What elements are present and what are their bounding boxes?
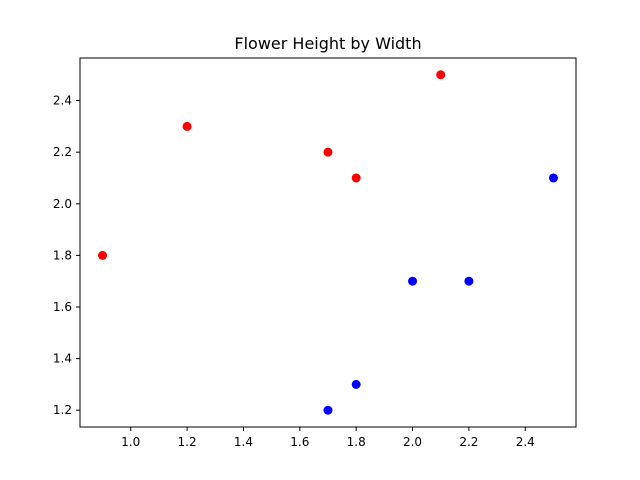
x-tick-label: 1.8 — [347, 435, 366, 449]
data-point — [464, 276, 474, 286]
y-tick-label: 1.6 — [53, 300, 72, 314]
plot-area-frame — [79, 57, 577, 428]
y-axis: 1.2 1.4 1.6 1.8 2.0 2.2 2.4 — [53, 94, 80, 417]
x-tick-label: 1.4 — [234, 435, 253, 449]
y-tick-label: 2.4 — [53, 94, 72, 108]
y-tick-label: 2.0 — [53, 197, 72, 211]
x-tick-label: 2.4 — [516, 435, 535, 449]
data-points — [98, 70, 558, 415]
y-tick-label: 1.4 — [53, 352, 72, 366]
x-tick-label: 1.6 — [290, 435, 309, 449]
data-point — [408, 276, 418, 286]
data-point — [323, 405, 333, 415]
x-tick-label: 1.0 — [121, 435, 140, 449]
data-point — [351, 173, 361, 183]
y-tick-label: 1.2 — [53, 403, 72, 417]
data-point — [548, 173, 558, 183]
y-tick-label: 1.8 — [53, 248, 72, 262]
data-point — [323, 147, 333, 157]
x-axis: 1.0 1.2 1.4 1.6 1.8 2.0 2.2 2.4 — [121, 427, 535, 449]
data-point — [182, 121, 192, 131]
x-tick-label: 2.0 — [403, 435, 422, 449]
x-tick-label: 2.2 — [459, 435, 478, 449]
y-tick-label: 2.2 — [53, 145, 72, 159]
data-point — [436, 70, 446, 80]
data-point — [351, 379, 361, 389]
chart-title: Flower Height by Width — [234, 34, 421, 53]
data-point — [98, 250, 108, 260]
x-tick-label: 1.2 — [178, 435, 197, 449]
